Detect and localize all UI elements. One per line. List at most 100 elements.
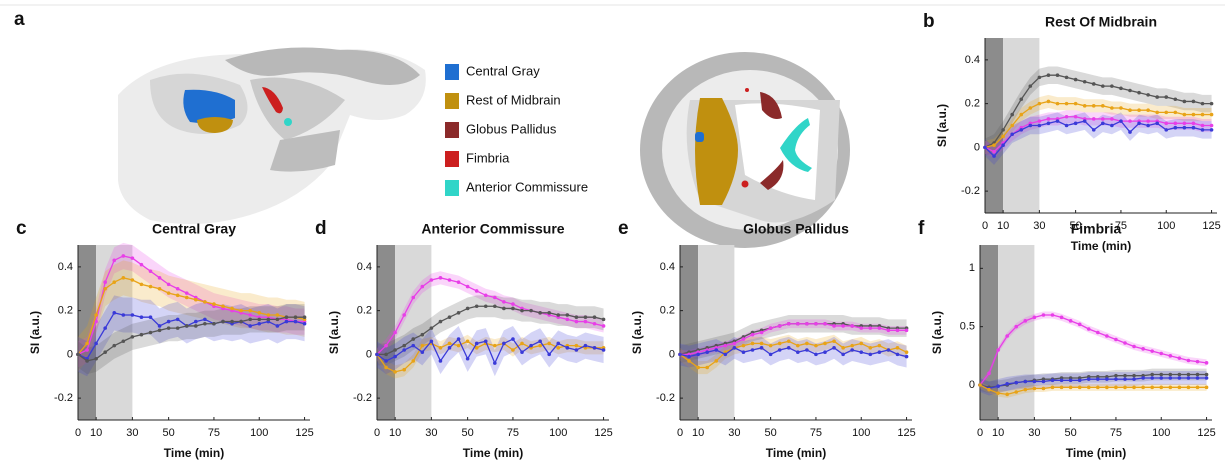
data-point <box>1038 76 1042 80</box>
data-point <box>212 302 216 306</box>
data-point <box>1096 386 1100 390</box>
x-tick-label: 125 <box>1202 220 1220 232</box>
data-point <box>1001 143 1005 147</box>
data-point <box>1033 387 1037 391</box>
data-point <box>696 353 700 357</box>
data-point <box>696 366 700 370</box>
x-axis-label: Time (min) <box>164 446 224 460</box>
data-point <box>1042 380 1046 384</box>
data-point <box>705 366 709 370</box>
data-point <box>1137 108 1141 112</box>
data-point <box>983 146 987 150</box>
data-point <box>1096 331 1100 335</box>
data-point <box>248 313 252 317</box>
data-point <box>1159 386 1163 390</box>
x-axis-label: Time (min) <box>766 446 826 460</box>
data-point <box>1119 106 1123 110</box>
data-point <box>992 143 996 147</box>
data-point <box>411 296 415 300</box>
data-point <box>1155 95 1159 99</box>
data-point <box>112 344 116 348</box>
data-point <box>859 326 863 330</box>
y-tick-label: 0.2 <box>965 98 980 110</box>
data-point <box>1065 102 1069 106</box>
chart-title: Globus Pallidus <box>743 221 849 237</box>
data-point <box>724 353 728 357</box>
data-point <box>493 344 497 348</box>
y-tick-label: 0.4 <box>965 54 980 66</box>
x-tick-label: 50 <box>1065 427 1077 439</box>
data-point <box>1029 106 1033 110</box>
line-chart: bRest Of MidbrainTime (min)SI (a.u.)0103… <box>923 11 1221 253</box>
panel-label: f <box>918 218 925 239</box>
data-point <box>1210 124 1214 128</box>
data-point <box>511 307 515 311</box>
y-axis-label: SI (a.u.) <box>630 311 644 354</box>
data-point <box>1150 376 1154 380</box>
x-tick-label: 75 <box>1110 427 1122 439</box>
y-tick-label: 0 <box>974 141 980 153</box>
data-point <box>823 342 827 346</box>
data-point <box>1146 93 1150 97</box>
data-point <box>384 353 388 357</box>
x-tick-label: 0 <box>677 427 683 439</box>
data-point <box>1042 313 1046 317</box>
data-point <box>1187 373 1191 377</box>
x-tick-label: 10 <box>692 427 704 439</box>
data-point <box>769 344 773 348</box>
data-point <box>194 320 198 324</box>
y-tick-label: 0.2 <box>660 305 675 317</box>
shaded-span <box>698 245 734 420</box>
data-point <box>167 291 171 295</box>
data-point <box>1069 386 1073 390</box>
x-axis-label: Time (min) <box>463 446 523 460</box>
data-point <box>421 344 425 348</box>
data-point <box>1192 126 1196 130</box>
data-point <box>511 348 515 352</box>
data-point <box>384 359 388 363</box>
data-point <box>1183 100 1187 104</box>
data-point <box>1178 386 1182 390</box>
x-tick-label: 50 <box>765 427 777 439</box>
data-point <box>1056 119 1060 123</box>
data-point <box>584 344 588 348</box>
data-point <box>1164 122 1168 126</box>
data-point <box>841 346 845 350</box>
data-point <box>230 307 234 311</box>
data-point <box>1196 376 1200 380</box>
data-point <box>538 339 542 343</box>
data-point <box>1069 319 1073 323</box>
data-point <box>575 348 579 352</box>
data-point <box>122 276 126 280</box>
data-point <box>787 322 791 326</box>
data-point <box>393 370 397 374</box>
data-point <box>1110 117 1114 121</box>
x-tick-label: 10 <box>90 427 102 439</box>
data-point <box>1114 374 1118 378</box>
data-point <box>221 320 225 324</box>
data-point <box>575 315 579 319</box>
data-point <box>1092 104 1096 108</box>
data-point <box>1183 113 1187 117</box>
shaded-span <box>680 245 698 420</box>
data-point <box>1155 111 1159 115</box>
data-point <box>1047 122 1051 126</box>
data-point <box>158 276 162 280</box>
data-point <box>185 296 189 300</box>
data-point <box>841 324 845 328</box>
data-point <box>276 324 280 328</box>
data-point <box>1105 334 1109 338</box>
data-point <box>85 342 89 346</box>
data-point <box>384 366 388 370</box>
data-point <box>1078 386 1082 390</box>
data-point <box>1078 379 1082 383</box>
data-point <box>1150 386 1154 390</box>
data-point <box>769 326 773 330</box>
data-point <box>1159 373 1163 377</box>
data-point <box>149 269 153 273</box>
x-tick-label: 75 <box>810 427 822 439</box>
data-point <box>248 318 252 322</box>
data-point <box>1114 338 1118 342</box>
data-point <box>1174 126 1178 130</box>
